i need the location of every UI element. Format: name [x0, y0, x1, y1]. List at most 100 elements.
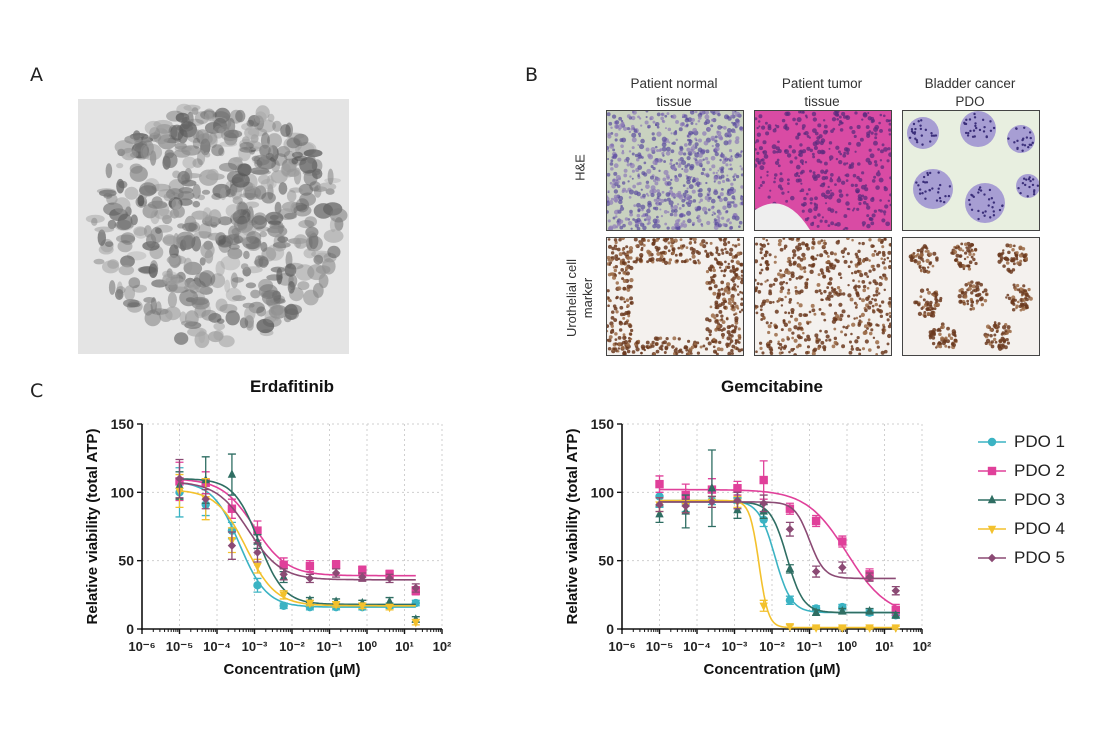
x-axis-label: Concentration (µM)	[224, 661, 361, 678]
series-pdo-5	[175, 458, 420, 593]
y-tick-label: 150	[591, 416, 615, 432]
fit-curve	[179, 482, 416, 608]
gemcitabine-chart: Gemcitabine 0 50 100 150 10⁻⁶ 10⁻⁵ 10⁻⁴ 10⁻³ 10⁻²…	[564, 377, 932, 678]
x-tick-label: 10⁰	[357, 639, 377, 654]
data-point	[785, 623, 795, 632]
data-point	[253, 581, 262, 590]
data-point	[279, 560, 288, 569]
series-pdo-3	[655, 449, 900, 619]
fit-curve	[179, 490, 416, 607]
legend-label: PDO 4	[1014, 518, 1066, 538]
x-tick-label: 10⁻³	[242, 639, 268, 654]
he-normal-tissue-image	[606, 110, 744, 231]
legend-swatch	[978, 494, 1006, 503]
x-tick-label: 10¹	[395, 639, 414, 654]
y-tick-label: 100	[591, 484, 615, 500]
data-point	[811, 607, 821, 616]
fit-curve	[659, 501, 896, 580]
data-point	[253, 548, 262, 557]
data-point	[707, 483, 717, 492]
chart-title: Erdafitinib	[250, 377, 334, 396]
organoid-micrograph	[78, 99, 349, 354]
legend-swatch	[978, 525, 1006, 534]
fit-curve	[659, 499, 896, 614]
data-point	[785, 563, 795, 573]
x-axis-label: Concentration (µM)	[704, 661, 841, 678]
data-point	[811, 624, 821, 633]
data-point	[865, 606, 874, 615]
data-point	[227, 504, 237, 513]
panel-label-a: A	[30, 64, 43, 86]
y-tick-label: 50	[598, 553, 614, 569]
y-tick-label: 100	[111, 484, 135, 500]
legend-item-pdo-1: PDO 1	[976, 427, 1096, 456]
data-point	[279, 591, 288, 601]
legend-swatch	[978, 553, 1006, 562]
row-header-he: H&E	[572, 154, 588, 181]
data-point	[865, 624, 874, 633]
x-tick-label: 10²	[433, 639, 452, 654]
column-header-pdo: Bladder cancer PDO	[924, 76, 1016, 109]
data-point	[891, 610, 900, 619]
data-point	[411, 618, 420, 628]
x-tick-label: 10¹	[875, 639, 894, 654]
data-point	[838, 624, 847, 633]
fit-curve	[179, 478, 416, 577]
fit-curve	[659, 501, 896, 614]
legend-item-pdo-4: PDO 4	[976, 514, 1096, 543]
legend-label: PDO 5	[1014, 547, 1066, 567]
data-point	[358, 602, 367, 611]
data-point	[838, 563, 847, 572]
legend-label: PDO 1	[1014, 431, 1066, 451]
fit-curve	[659, 499, 896, 629]
data-point	[759, 499, 768, 508]
data-point	[785, 504, 795, 513]
legend-swatch	[978, 437, 1006, 446]
x-tick-label: 10⁻²	[279, 639, 305, 654]
data-point	[331, 601, 341, 610]
data-point	[305, 561, 315, 571]
legend-label: PDO 3	[1014, 489, 1066, 509]
column-header-tumor: Patient tumor tissue	[781, 76, 863, 109]
legend-item-pdo-3: PDO 3	[976, 485, 1096, 514]
data-point	[838, 537, 847, 546]
data-point	[385, 596, 394, 605]
x-tick-label: 10⁻¹	[797, 639, 823, 654]
data-point	[253, 562, 262, 572]
data-point	[891, 624, 900, 633]
data-point	[305, 574, 315, 583]
chart-title: Gemcitabine	[721, 377, 823, 396]
he-tumor-tissue-image	[754, 110, 892, 231]
data-point	[385, 603, 394, 613]
panel-label-c: C	[30, 380, 44, 402]
legend-item-pdo-5: PDO 5	[976, 543, 1096, 572]
data-point	[411, 583, 420, 593]
row-header-urothelial: Urothelial cell marker	[564, 258, 595, 338]
data-point	[811, 567, 821, 576]
y-tick-label: 0	[126, 621, 134, 637]
data-point	[759, 475, 768, 485]
x-tick-label: 10⁻²	[759, 639, 785, 654]
panel-label-b: B	[525, 64, 539, 86]
y-tick-label: 50	[118, 553, 134, 569]
y-axis-label: Relative viability (total ATP)	[564, 429, 581, 625]
data-point	[201, 494, 210, 504]
data-point	[279, 601, 288, 610]
x-tick-label: 10⁻⁶	[608, 639, 635, 654]
marker-tumor-tissue-image	[754, 237, 892, 356]
data-point	[759, 602, 768, 611]
series-pdo-1	[655, 484, 900, 620]
he-pdo-image	[902, 110, 1040, 231]
data-point	[891, 586, 900, 595]
data-point	[227, 541, 237, 550]
marker-pdo-image	[902, 237, 1040, 356]
data-point	[655, 479, 664, 489]
marker-normal-tissue-image	[606, 237, 744, 356]
data-point	[759, 515, 768, 524]
y-tick-label: 0	[606, 621, 614, 637]
legend: PDO 1 PDO 2 PDO 3 PDO 4 PDO 5	[976, 427, 1096, 572]
data-point	[358, 566, 367, 575]
legend-swatch	[978, 466, 1006, 475]
x-tick-label: 10⁻⁶	[128, 639, 155, 654]
data-point	[331, 560, 341, 569]
